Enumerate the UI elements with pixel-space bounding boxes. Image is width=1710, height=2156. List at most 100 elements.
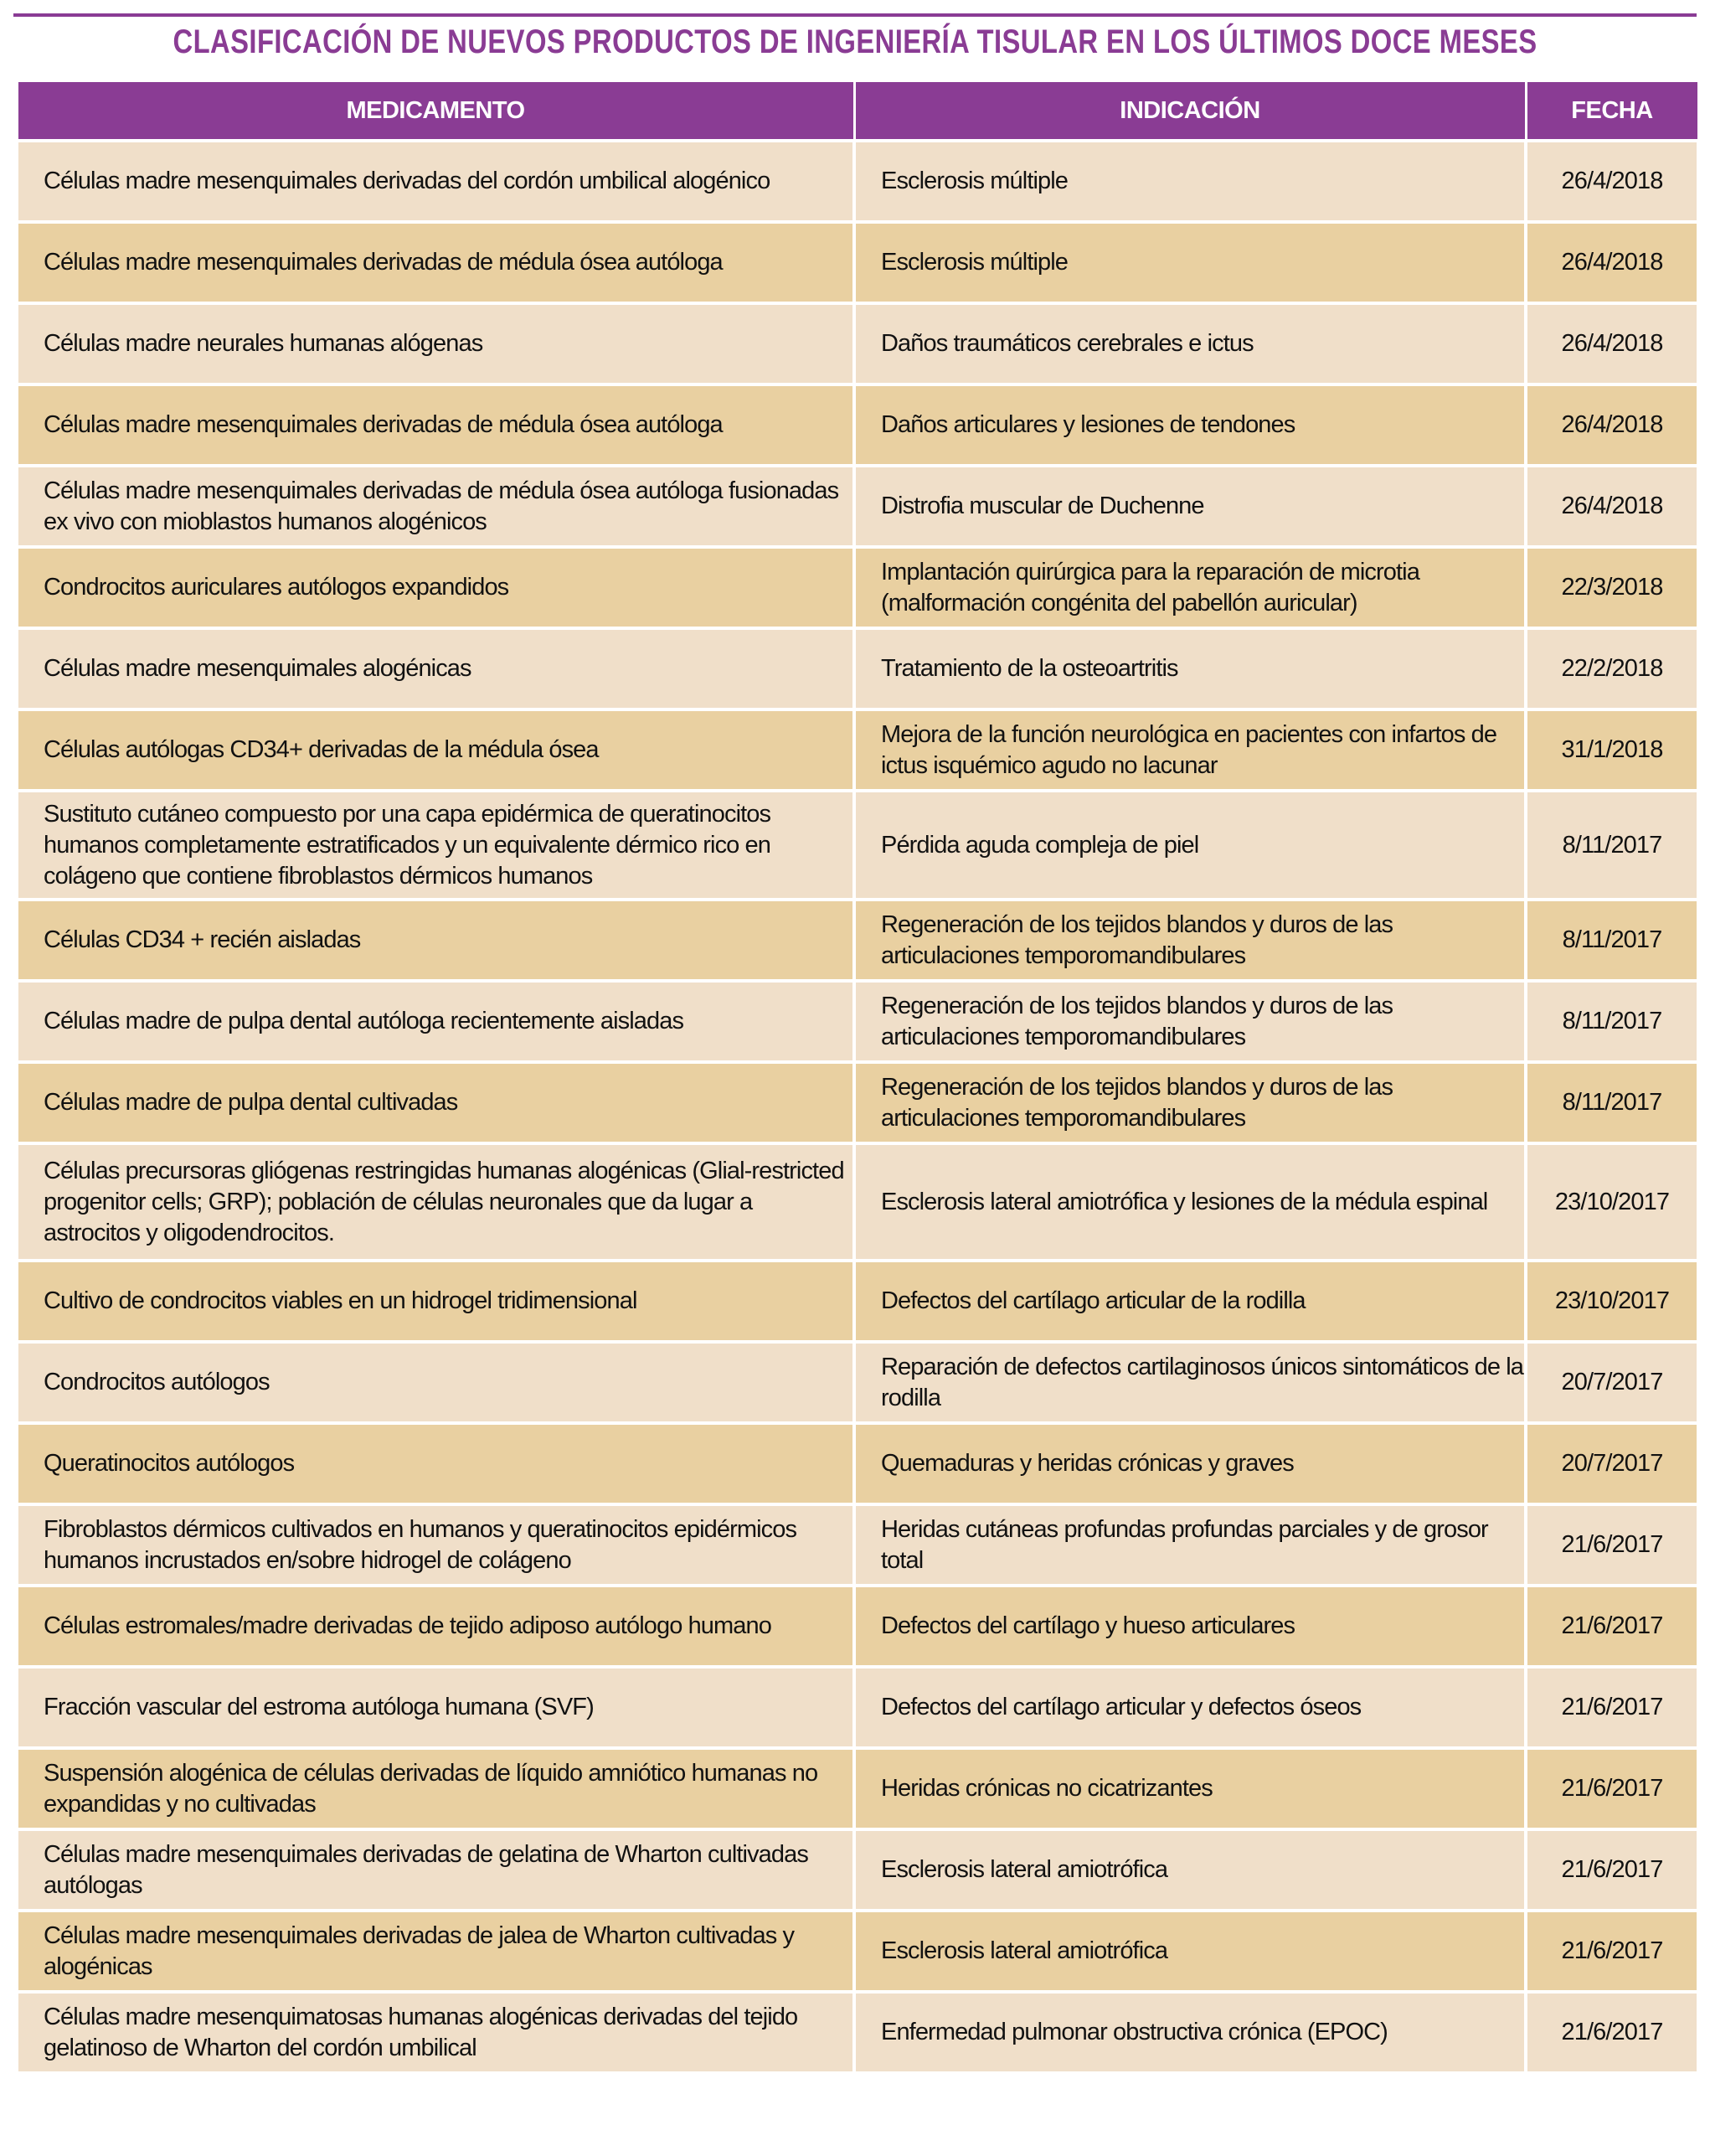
- cell-fecha: 23/10/2017: [1524, 1142, 1700, 1262]
- cell-medicamento: Condrocitos auriculares autólogos expand…: [15, 545, 856, 630]
- cell-fecha: 20/7/2017: [1524, 1340, 1700, 1425]
- cell-indicacion: Esclerosis múltiple: [852, 139, 1527, 224]
- table-row: Células madre neurales humanas alógenas D…: [15, 302, 1700, 386]
- header-medicamento: MEDICAMENTO: [15, 82, 856, 142]
- table-row: Cultivo de condrocitos viables en un hid…: [15, 1259, 1700, 1344]
- table-row: Células estromales/madre derivadas de te…: [15, 1584, 1700, 1669]
- table-row: Células madre de pulpa dental autóloga r…: [15, 979, 1700, 1064]
- table-header-row: MEDICAMENTO INDICACIÓN FECHA: [15, 82, 1700, 142]
- table-row: Células madre mesenquimales derivadas de…: [15, 383, 1700, 467]
- cell-medicamento: Células madre mesenquimales alogénicas: [15, 627, 856, 711]
- cell-indicacion: Regeneración de los tejidos blandos y du…: [852, 1060, 1527, 1145]
- cell-medicamento: Células CD34 + recién aisladas: [15, 898, 856, 983]
- cell-medicamento: Células madre neurales humanas alógenas: [15, 302, 856, 386]
- cell-fecha: 8/11/2017: [1524, 789, 1700, 901]
- table-row: Sustituto cutáneo compuesto por una capa…: [15, 789, 1700, 901]
- page-title: CLASIFICACIÓN DE NUEVOS PRODUCTOS DE ING…: [173, 23, 1537, 60]
- cell-indicacion: Esclerosis lateral amiotrófica: [852, 1828, 1527, 1912]
- cell-medicamento: Células autólogas CD34+ derivadas de la …: [15, 708, 856, 792]
- cell-medicamento: Células madre de pulpa dental autóloga r…: [15, 979, 856, 1064]
- cell-indicacion: Daños traumáticos cerebrales e ictus: [852, 302, 1527, 386]
- table-row: Células madre mesenquimatosas humanas al…: [15, 1990, 1700, 2075]
- cell-fecha: 26/4/2018: [1524, 464, 1700, 549]
- cell-fecha: 21/6/2017: [1524, 1909, 1700, 1994]
- table-body: Células madre mesenquimales derivadas de…: [15, 139, 1700, 2075]
- cell-medicamento: Células precursoras gliógenas restringid…: [15, 1142, 856, 1262]
- table-row: Células madre mesenquimales derivadas de…: [15, 464, 1700, 549]
- table-row: Células madre mesenquimales derivadas de…: [15, 1828, 1700, 1912]
- cell-fecha: 8/11/2017: [1524, 1060, 1700, 1145]
- cell-medicamento: Células madre mesenquimales derivadas de…: [15, 464, 856, 549]
- cell-fecha: 20/7/2017: [1524, 1421, 1700, 1506]
- cell-fecha: 26/4/2018: [1524, 220, 1700, 305]
- cell-medicamento: Queratinocitos autólogos: [15, 1421, 856, 1506]
- cell-fecha: 23/10/2017: [1524, 1259, 1700, 1344]
- cell-indicacion: Defectos del cartílago articular y defec…: [852, 1665, 1527, 1750]
- cell-indicacion: Regeneración de los tejidos blandos y du…: [852, 898, 1527, 983]
- cell-fecha: 21/6/2017: [1524, 1665, 1700, 1750]
- table-row: Queratinocitos autólogos Quemaduras y her…: [15, 1421, 1700, 1506]
- cell-indicacion: Quemaduras y heridas crónicas y graves: [852, 1421, 1527, 1506]
- cell-fecha: 26/4/2018: [1524, 383, 1700, 467]
- cell-fecha: 21/6/2017: [1524, 1503, 1700, 1587]
- table-row: Células autólogas CD34+ derivadas de la …: [15, 708, 1700, 792]
- cell-medicamento: Células madre mesenquimales derivadas de…: [15, 220, 856, 305]
- cell-medicamento: Células madre mesenquimales derivadas de…: [15, 139, 856, 224]
- cell-medicamento: Células madre mesenquimales derivadas de…: [15, 1828, 856, 1912]
- cell-indicacion: Esclerosis lateral amiotrófica: [852, 1909, 1527, 1994]
- cell-fecha: 22/2/2018: [1524, 627, 1700, 711]
- cell-fecha: 22/3/2018: [1524, 545, 1700, 630]
- table-row: Células madre mesenquimales derivadas de…: [15, 1909, 1700, 1994]
- cell-indicacion: Distrofia muscular de Duchenne: [852, 464, 1527, 549]
- header-fecha: FECHA: [1524, 82, 1700, 142]
- cell-medicamento: Células madre mesenquimatosas humanas al…: [15, 1990, 856, 2075]
- table-row: Células madre mesenquimales derivadas de…: [15, 220, 1700, 305]
- cell-indicacion: Heridas cutáneas profundas profundas par…: [852, 1503, 1527, 1587]
- cell-fecha: 8/11/2017: [1524, 979, 1700, 1064]
- cell-fecha: 21/6/2017: [1524, 1584, 1700, 1669]
- cell-medicamento: Células madre mesenquimales derivadas de…: [15, 383, 856, 467]
- cell-fecha: 8/11/2017: [1524, 898, 1700, 983]
- cell-indicacion: Mejora de la función neurológica en paci…: [852, 708, 1527, 792]
- table-row: Suspensión alogénica de células derivada…: [15, 1746, 1700, 1831]
- cell-fecha: 26/4/2018: [1524, 302, 1700, 386]
- cell-indicacion: Reparación de defectos cartilaginosos ún…: [852, 1340, 1527, 1425]
- cell-fecha: 21/6/2017: [1524, 1746, 1700, 1831]
- cell-fecha: 31/1/2018: [1524, 708, 1700, 792]
- table-row: Células madre mesenquimales derivadas de…: [15, 139, 1700, 224]
- cell-indicacion: Defectos del cartílago articular de la r…: [852, 1259, 1527, 1344]
- cell-indicacion: Tratamiento de la osteoartritis: [852, 627, 1527, 711]
- cell-medicamento: Fracción vascular del estroma autóloga h…: [15, 1665, 856, 1750]
- table-row: Células CD34 + recién aisladas Regeneraci…: [15, 898, 1700, 983]
- cell-medicamento: Sustituto cutáneo compuesto por una capa…: [15, 789, 856, 901]
- cell-indicacion: Daños articulares y lesiones de tendones: [852, 383, 1527, 467]
- table-row: Células precursoras gliógenas restringid…: [15, 1142, 1700, 1262]
- table-row: Células madre mesenquimales alogénicas Tr…: [15, 627, 1700, 711]
- table-row: Condrocitos autólogos Reparación de defec…: [15, 1340, 1700, 1425]
- table-row: Fracción vascular del estroma autóloga h…: [15, 1665, 1700, 1750]
- top-rule: [13, 13, 1697, 17]
- cell-indicacion: Pérdida aguda compleja de piel: [852, 789, 1527, 901]
- cell-medicamento: Células madre mesenquimales derivadas de…: [15, 1909, 856, 1994]
- cell-medicamento: Suspensión alogénica de células derivada…: [15, 1746, 856, 1831]
- cell-indicacion: Regeneración de los tejidos blandos y du…: [852, 979, 1527, 1064]
- cell-fecha: 21/6/2017: [1524, 1990, 1700, 2075]
- cell-indicacion: Enfermedad pulmonar obstructiva crónica …: [852, 1990, 1527, 2075]
- cell-fecha: 26/4/2018: [1524, 139, 1700, 224]
- cell-indicacion: Implantación quirúrgica para la reparaci…: [852, 545, 1527, 630]
- cell-medicamento: Células estromales/madre derivadas de te…: [15, 1584, 856, 1669]
- cell-medicamento: Células madre de pulpa dental cultivadas: [15, 1060, 856, 1145]
- cell-medicamento: Fibroblastos dérmicos cultivados en huma…: [15, 1503, 856, 1587]
- table-row: Fibroblastos dérmicos cultivados en huma…: [15, 1503, 1700, 1587]
- header-indicacion: INDICACIÓN: [852, 82, 1527, 142]
- cell-medicamento: Cultivo de condrocitos viables en un hid…: [15, 1259, 856, 1344]
- cell-indicacion: Defectos del cartílago y hueso articular…: [852, 1584, 1527, 1669]
- products-table: MEDICAMENTO INDICACIÓN FECHA Células mad…: [15, 82, 1700, 2075]
- cell-fecha: 21/6/2017: [1524, 1828, 1700, 1912]
- cell-medicamento: Condrocitos autólogos: [15, 1340, 856, 1425]
- table-row: Células madre de pulpa dental cultivadas…: [15, 1060, 1700, 1145]
- cell-indicacion: Heridas crónicas no cicatrizantes: [852, 1746, 1527, 1831]
- cell-indicacion: Esclerosis lateral amiotrófica y lesione…: [852, 1142, 1527, 1262]
- cell-indicacion: Esclerosis múltiple: [852, 220, 1527, 305]
- table-row: Condrocitos auriculares autólogos expand…: [15, 545, 1700, 630]
